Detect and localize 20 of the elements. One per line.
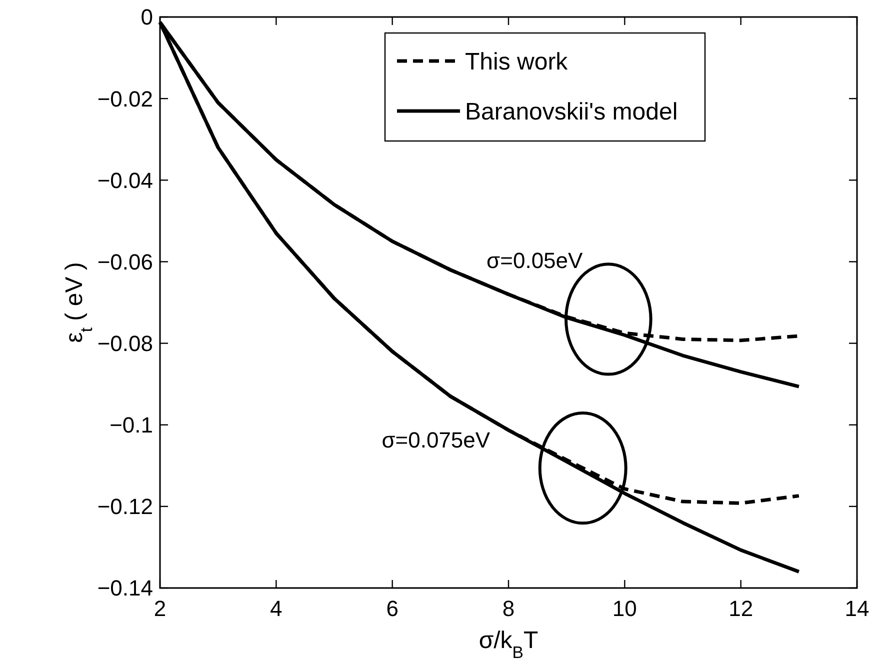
x-tick-label: 6 [386,596,398,621]
x-tick-label: 2 [154,596,166,621]
x-tick-label: 14 [844,596,870,621]
y-tick-label: −0.12 [97,494,153,520]
x-axis-title: σ/k$_{B}$T [478,627,539,662]
y-tick-label: −0.06 [97,249,153,274]
y-tick-label: −0.02 [97,86,153,112]
y-tick-label: −0.08 [97,330,153,356]
x-tick-label: 12 [728,596,754,621]
y-tick-label: −0.1 [110,412,153,438]
x-tick-label: 8 [502,596,515,621]
annotation: σ=0.075eV [382,427,490,452]
y-tick-label: −0.04 [97,168,153,193]
legend-label: This work [465,48,569,76]
legend-label: Baranovskii's model [465,98,678,126]
annotation: σ=0.05eV [486,248,584,273]
x-tick-label: 10 [612,596,637,621]
y-tick-label: 0 [140,4,153,30]
y-tick-label: −0.14 [97,576,153,601]
x-tick-label: 4 [270,596,282,621]
